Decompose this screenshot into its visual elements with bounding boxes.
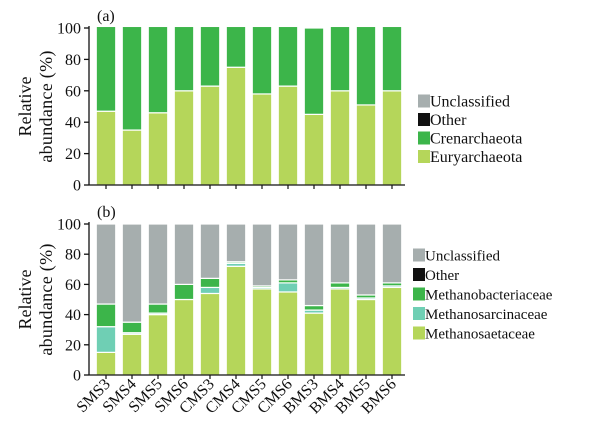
bar-segment [95,351,117,376]
bar-segment [355,104,377,186]
bar-segment [121,321,143,334]
bar-segment [225,25,247,68]
bar-segment [173,25,195,92]
y-axis-title: Relative [15,270,35,330]
bar-segment [173,90,195,186]
y-tick-label: 0 [73,368,81,385]
bar-segment [95,110,117,186]
bar-segment [355,298,377,376]
bar-segment [173,283,195,301]
bar-segment [173,298,195,376]
bar-segment [147,112,169,186]
bar-segment [225,265,247,376]
y-tick-label: 20 [65,146,81,163]
bar-segment [329,282,351,289]
bar-segment [329,288,351,376]
bar-segment [147,25,169,114]
legend-label: Methanosarcinaceae [425,307,548,323]
bar-segment [95,25,117,112]
bar-segment [121,25,143,131]
bar-segment [251,288,273,376]
bar-segment [199,25,221,87]
panel-label: (b) [97,204,116,221]
bar-segment [147,223,169,305]
chart-panel-a: 0 20 40 60 80 100 (a) Relative abundance (%) Uncl… [15,8,522,195]
bar-segment [225,223,247,263]
bar-segment [355,223,377,296]
legend-swatch [413,326,425,340]
bar-segment [355,25,377,106]
bar-segment [329,90,351,186]
legend-swatch [413,248,425,262]
bar-segment [303,113,325,186]
bar-segment [147,314,169,376]
bar-segment [95,303,117,328]
legend-swatch [413,307,425,320]
y-tick-label: 0 [73,178,81,195]
y-tick-label: 80 [65,247,81,264]
bar-segment [303,27,325,115]
legend-swatch [413,287,425,301]
legend-label: Euryarchaeota [430,149,522,166]
legend-label: Other [430,112,467,129]
legend-label: Unclassified [425,249,500,265]
bar-segment [251,25,273,95]
y-tick-label: 80 [65,52,81,69]
bar-segment [303,304,325,311]
bar-segment [277,85,299,186]
bar-segment [121,333,143,376]
chart-panel-b: 0 20 40 60 80 100 (b) Relative abundance (%) Uncl… [15,204,553,417]
bar-segment [381,223,403,284]
legend-swatch [418,94,430,108]
bar-segment [199,286,221,295]
y-axis-title: Relative [15,77,35,137]
y-axis-title: abundance (%) [36,50,57,162]
legend-label: Methanobacteriaceae [425,288,553,304]
bar-segment [251,93,273,186]
legend-label: Unclassified [430,94,510,111]
bar-segment [303,223,325,307]
bar-segment [329,25,351,92]
legend-label: Other [425,268,459,284]
bar-segment [147,303,169,314]
legend-label: Methanosaetaceae [425,327,535,343]
bar-segment [95,223,117,305]
bar-segment [251,223,273,287]
y-tick-label: 60 [65,277,81,294]
bar-segment [381,286,403,376]
y-tick-label: 20 [65,337,81,354]
bar-segment [277,291,299,376]
y-tick-label: 40 [65,115,81,132]
legend-swatch [418,150,430,163]
legend-swatch [418,131,430,145]
bar-segment [303,312,325,376]
legend-swatch [418,113,430,126]
y-axis-title: abundance (%) [36,243,57,355]
bar-segment [199,292,221,376]
bar-segment [199,85,221,186]
bar-segment [225,66,247,186]
bar-segment [121,223,143,323]
bar-segment [199,223,221,279]
bar-segment [277,223,299,281]
bar-segment [277,282,299,293]
bar-segment [121,129,143,186]
bar-segment [173,223,195,286]
y-tick-label: 100 [57,21,81,38]
bar-segment [277,25,299,87]
bar-segment [381,90,403,186]
bar-segment [95,326,117,353]
y-tick-label: 60 [65,83,81,100]
legend-label: Crenarchaeota [430,131,522,148]
bar-segment [381,25,403,92]
bar-segment [199,277,221,289]
panel-label: (a) [97,8,115,25]
legend-swatch [413,268,425,281]
y-tick-label: 100 [57,217,81,234]
y-tick-label: 40 [65,307,81,324]
bar-segment [329,223,351,284]
